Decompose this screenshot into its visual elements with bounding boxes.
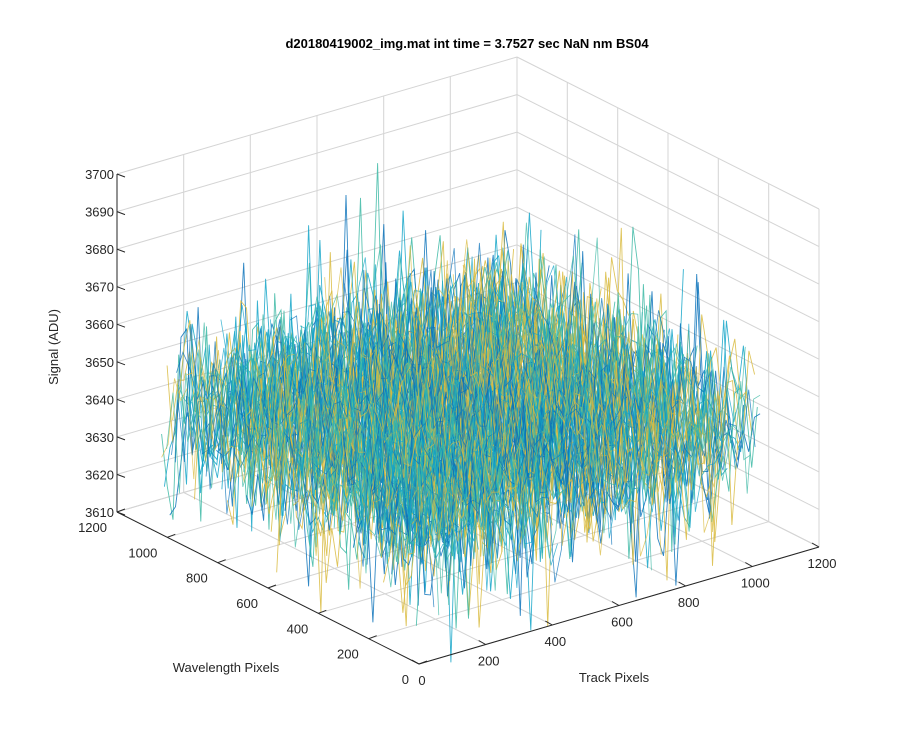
- z-tick-label: 3680: [85, 242, 114, 257]
- grid-line-z-right: [516, 244, 820, 398]
- surface-trace-cross: [502, 247, 761, 494]
- z-tick-mark: [116, 286, 126, 291]
- surface-trace-cross: [368, 295, 627, 524]
- x-tick-label: 0: [418, 673, 425, 688]
- x-axis-label: Track Pixels: [579, 670, 650, 685]
- y-tick-label: 1000: [128, 545, 157, 560]
- grid-line-z-right: [516, 206, 820, 360]
- surface-trace-cross: [477, 269, 736, 499]
- y-tick-mark: [116, 508, 126, 513]
- surface-trace-cross: [354, 311, 613, 545]
- y-tick-label: 1200: [78, 520, 107, 535]
- z-tick-mark: [116, 436, 126, 441]
- x-tick-label: 400: [544, 634, 566, 649]
- z-tick-mark: [116, 211, 126, 216]
- surface-trace-cross: [388, 300, 647, 512]
- grid-line-z-back: [116, 94, 518, 213]
- y-tick-label: 400: [287, 621, 309, 636]
- grid-line-y-floor: [368, 521, 769, 640]
- z-tick-label: 3620: [85, 467, 114, 482]
- y-axis-label: Wavelength Pixels: [173, 660, 280, 675]
- surface-trace-cross: [289, 308, 548, 523]
- z-tick-mark: [116, 248, 126, 253]
- y-tick-mark: [318, 609, 327, 614]
- z-tick-mark: [116, 361, 126, 366]
- z-tick-label: 3660: [85, 317, 114, 332]
- x-tick-mark: [478, 640, 486, 645]
- grid-line-z-back: [116, 206, 518, 325]
- grid-line-z-back: [116, 56, 518, 175]
- surface-mesh: [161, 163, 761, 663]
- x-tick-mark: [611, 601, 620, 606]
- x-tick-mark: [745, 562, 753, 567]
- grid-line-z-right: [516, 131, 820, 285]
- x-tick-label: 1200: [808, 556, 837, 571]
- x-tick-label: 800: [678, 595, 700, 610]
- label-layer: d20180419002_img.mat int time = 3.7527 s…: [46, 36, 650, 685]
- z-tick-mark: [116, 511, 126, 516]
- z-tick-mark: [116, 473, 126, 478]
- grid-line-z-right: [516, 56, 820, 210]
- x-tick-label: 600: [611, 615, 633, 630]
- z-tick-label: 3640: [85, 392, 114, 407]
- z-tick-label: 3650: [85, 355, 114, 370]
- surface-trace: [402, 282, 745, 572]
- z-tick-label: 3670: [85, 280, 114, 295]
- y-tick-label: 600: [236, 596, 258, 611]
- z-tick-label: 3630: [85, 430, 114, 445]
- x-tick-label: 200: [478, 654, 500, 669]
- x-tick-mark: [545, 620, 553, 626]
- surface-trace-cross: [472, 242, 731, 503]
- surface-trace-cross: [433, 256, 692, 513]
- z-tick-mark: [116, 173, 126, 178]
- z-tick-mark: [116, 323, 126, 328]
- surface-trace-cross: [358, 301, 618, 534]
- x-tick-mark: [678, 581, 686, 587]
- y-tick-label: 200: [337, 647, 359, 662]
- surface-trace-cross: [497, 234, 756, 471]
- z-tick-label: 3610: [85, 505, 114, 520]
- surface-trace-cross: [378, 298, 637, 524]
- grid-line-z-right: [516, 169, 820, 323]
- surface-trace-cross: [447, 284, 707, 477]
- axes-layer: 0 200 400 600 800 1000 1200 0 200 400 600 800 1000 12…: [78, 167, 836, 688]
- x-tick-mark: [811, 542, 820, 548]
- surface-trace-cross: [294, 307, 553, 526]
- z-axis-label: Signal (ADU): [46, 309, 61, 385]
- surface-trace: [413, 350, 756, 557]
- y-tick-label: 800: [186, 571, 208, 586]
- z-tick-label: 3700: [85, 167, 114, 182]
- y-tick-mark: [418, 660, 428, 665]
- grid-line-z-back: [116, 131, 518, 250]
- y-tick-mark: [217, 559, 226, 564]
- y-tick-label: 0: [402, 672, 409, 687]
- surface-trace-cross: [443, 300, 702, 538]
- z-tick-mark: [116, 398, 126, 403]
- x-tick-mark: [411, 659, 420, 665]
- y-tick-mark: [368, 635, 377, 640]
- surface-trace-cross: [230, 314, 489, 582]
- y-tick-mark: [267, 584, 277, 589]
- z-tick-label: 3690: [85, 205, 114, 220]
- grid-line-z-back: [116, 244, 518, 363]
- y-tick-mark: [167, 533, 176, 538]
- x-tick-label: 1000: [741, 576, 770, 591]
- chart-title: d20180419002_img.mat int time = 3.7527 s…: [285, 36, 649, 51]
- grid-line-z-right: [516, 94, 820, 248]
- grid-line-z-back: [116, 169, 518, 288]
- surface-trace-cross: [284, 335, 543, 589]
